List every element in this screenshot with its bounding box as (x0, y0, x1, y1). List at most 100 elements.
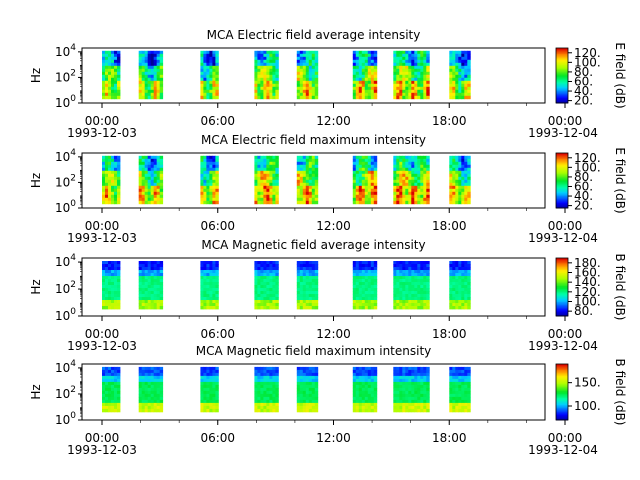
colorbar-segment (556, 366, 568, 369)
spectrogram-cell (370, 167, 375, 172)
spectrogram-cell (212, 191, 216, 196)
spectrogram-cell (254, 375, 258, 380)
spectrogram-cell (105, 294, 109, 298)
spectrogram-cell (117, 282, 121, 286)
spectrogram-cell (215, 74, 219, 79)
spectrogram-cell (420, 176, 424, 181)
spectrogram-cell (355, 381, 360, 386)
spectrogram-cell (420, 74, 424, 79)
spectrogram-cell (200, 167, 204, 172)
spectrogram-cell (452, 294, 456, 298)
spectrogram-cell (402, 170, 406, 175)
spectrogram-cell (467, 185, 471, 190)
spectrogram-cell (266, 56, 270, 61)
spectrogram-cell (370, 408, 375, 413)
spectrogram-cell (367, 62, 372, 67)
spectrogram-cell (358, 53, 363, 58)
spectrogram-cell (420, 405, 424, 410)
spectrogram-cell (458, 264, 462, 268)
spectrogram-cell (314, 387, 319, 392)
spectrogram-cell (156, 197, 161, 202)
spectrogram-cell (159, 167, 164, 172)
spectrogram-cell (159, 297, 164, 301)
spectrogram-cell (308, 62, 313, 67)
spectrogram-cell (311, 59, 316, 64)
spectrogram-cell (361, 83, 366, 88)
spectrogram-cell (408, 408, 412, 413)
spectrogram-cell (352, 399, 357, 404)
spectrogram-cell (464, 92, 468, 97)
spectrogram-cell (209, 173, 213, 178)
colorbar-segment (556, 310, 568, 313)
spectrogram-cell (314, 282, 319, 286)
spectrogram-cell (141, 264, 146, 268)
spectrogram-cell (117, 405, 121, 410)
spectrogram-cell (263, 65, 267, 70)
spectrogram-cell (117, 285, 121, 289)
spectrogram-cell (411, 74, 415, 79)
spectrogram-cell (108, 95, 112, 100)
spectrogram-cell (144, 291, 149, 295)
spectrogram-cell (159, 366, 164, 371)
spectrogram-cell (138, 285, 143, 289)
spectrogram-cell (144, 74, 149, 79)
spectrogram-cell (203, 188, 207, 193)
spectrogram-cell (111, 161, 115, 166)
spectrogram-cell (299, 300, 304, 304)
spectrogram-cell (414, 185, 418, 190)
spectrogram-cell (156, 270, 161, 274)
spectrogram-cell (117, 170, 121, 175)
spectrogram-cell (396, 56, 400, 61)
spectrogram-cell (467, 83, 471, 88)
spectrogram-cell (254, 399, 258, 404)
colorbar-segment (556, 289, 568, 292)
spectrogram-cell (355, 170, 360, 175)
spectrogram-cell (461, 59, 465, 64)
spectrogram-cell (370, 267, 375, 271)
spectrogram-cell (367, 306, 372, 310)
spectrogram-cell (452, 381, 456, 386)
spectrogram-cell (423, 381, 427, 386)
spectrogram-cell (314, 276, 319, 280)
spectrogram-cell (420, 65, 424, 70)
spectrogram-cell (393, 369, 397, 374)
spectrogram-cell (144, 50, 149, 55)
spectrogram-cell (461, 185, 465, 190)
spectrogram-cell (114, 282, 118, 286)
spectrogram-cell (296, 155, 301, 160)
spectrogram-cell (209, 59, 213, 64)
spectrogram-cell (311, 297, 316, 301)
spectrogram-cell (314, 264, 319, 268)
spectrogram-cell (215, 92, 219, 97)
spectrogram-cell (405, 369, 409, 374)
spectrogram-cell (263, 86, 267, 91)
spectrogram-cell (263, 77, 267, 82)
spectrogram-cell (452, 53, 456, 58)
spectrogram-cell (302, 95, 307, 100)
spectrogram-cell (257, 372, 261, 377)
spectrogram-cell (426, 86, 430, 91)
spectrogram-cell (370, 59, 375, 64)
spectrogram-cell (452, 402, 456, 407)
spectrogram-cell (260, 92, 264, 97)
spectrogram-cell (311, 164, 316, 169)
spectrogram-cell (102, 267, 106, 271)
spectrogram-cell (308, 182, 313, 187)
spectrogram-cell (260, 288, 264, 292)
spectrogram-cell (405, 264, 409, 268)
spectrogram-cell (105, 279, 109, 283)
spectrogram-cell (296, 288, 301, 292)
spectrogram-cell (272, 261, 276, 265)
spectrogram-cell (215, 86, 219, 91)
spectrogram-cell (367, 399, 372, 404)
spectrogram-cell (467, 158, 471, 163)
spectrogram-cell (464, 86, 468, 91)
spectrogram-cell (263, 381, 267, 386)
spectrogram-cell (405, 282, 409, 286)
spectrogram-cell (147, 62, 152, 67)
spectrogram-cell (423, 86, 427, 91)
spectrogram-cell (111, 95, 115, 100)
spectrogram-cell (393, 92, 397, 97)
spectrogram-cell (399, 197, 403, 202)
spectrogram-cell (272, 161, 276, 166)
